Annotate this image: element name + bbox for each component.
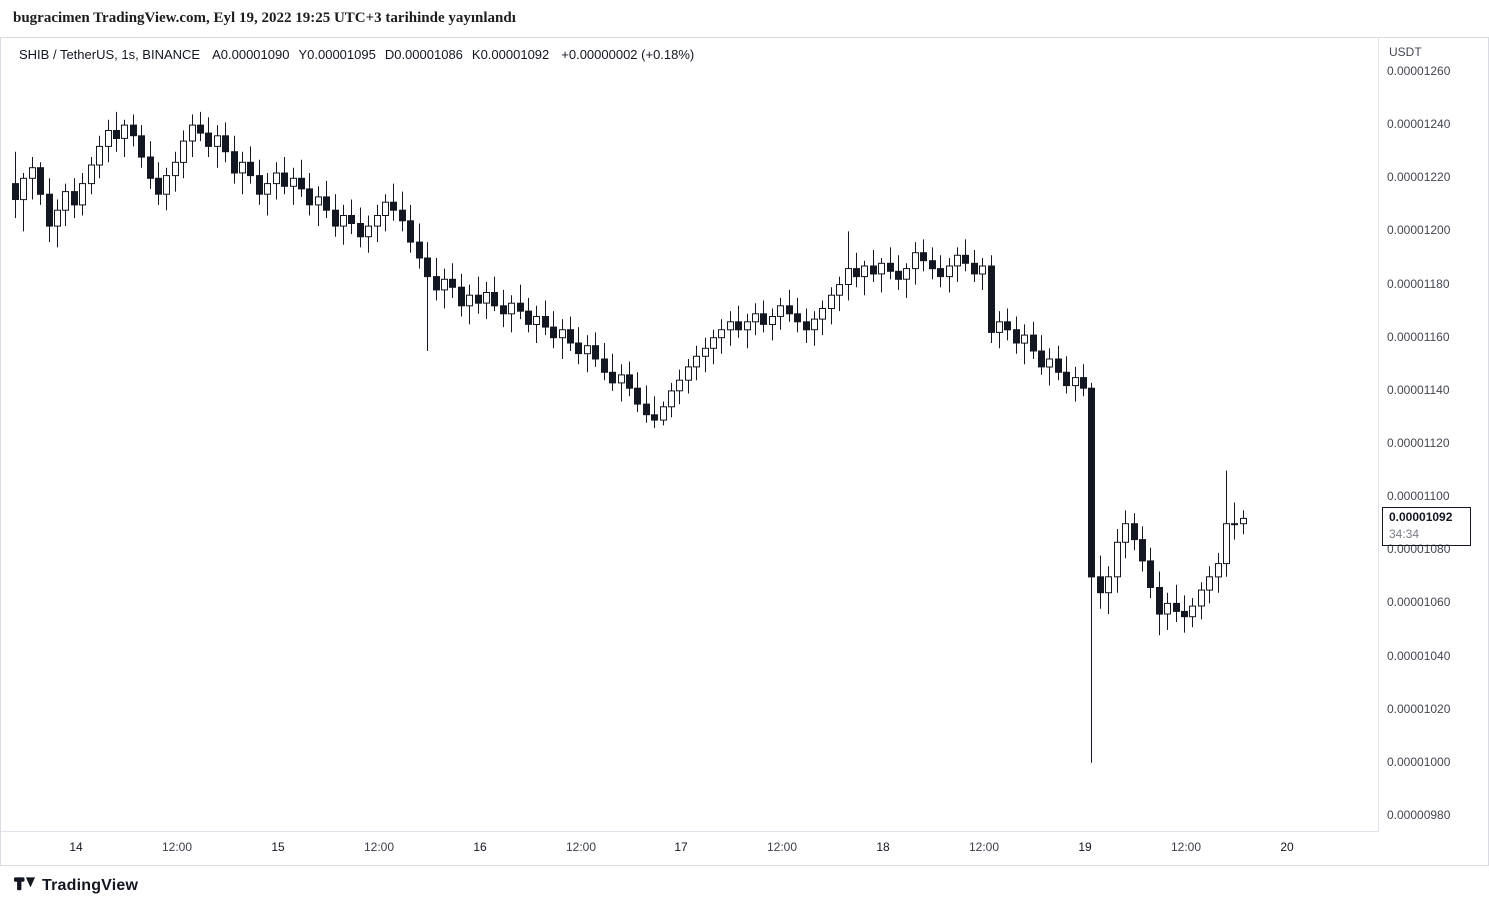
- legend-field: Y0.00001095: [298, 47, 376, 62]
- time-tick-label: 12:00: [565, 840, 597, 854]
- time-tick-label: 12:00: [968, 840, 1000, 854]
- price-tick-label: 0.00001160: [1387, 329, 1450, 344]
- time-tick-label: 12:00: [1170, 840, 1202, 854]
- price-tick-label: 0.00001000: [1387, 754, 1451, 769]
- price-tick-label: 0.00001240: [1387, 117, 1451, 132]
- candlestick-chart[interactable]: [1, 38, 1489, 867]
- last-price-value: 0.00001092: [1389, 510, 1453, 524]
- time-tick-label: 12:00: [363, 840, 395, 854]
- footer-brand[interactable]: TradingView: [42, 877, 139, 894]
- symbol-title[interactable]: SHIB / TetherUS, 1s, BINANCE: [19, 47, 201, 62]
- time-tick-label: 12:00: [161, 840, 193, 854]
- time-axis[interactable]: 14 12:00 15 12:00 16 12:00 17 12:00 18 12:00 19 12:…: [1, 832, 1379, 867]
- time-tick-label: 18: [876, 840, 890, 854]
- time-tick-label: 19: [1078, 840, 1092, 854]
- price-tick-label: 0.00001140: [1387, 382, 1450, 397]
- price-tick-label: 0.00001200: [1387, 223, 1451, 238]
- time-tick-label: 15: [271, 840, 285, 854]
- price-tick-label: 0.00001120: [1387, 435, 1450, 450]
- price-tick-label: 0.00001040: [1387, 648, 1451, 663]
- chart-card: SHIB / TetherUS, 1s, BINANCE A0.00001090…: [0, 37, 1489, 866]
- price-tick-label: 0.00001180: [1387, 276, 1450, 291]
- price-tick-label: 0.00001220: [1387, 170, 1451, 185]
- time-tick-label: 20: [1280, 840, 1294, 854]
- price-tick-label: 0.00001260: [1387, 64, 1451, 78]
- price-tick-label: 0.00000980: [1387, 807, 1451, 822]
- legend-ohlc: A0.00001090 Y0.00001095 D0.00001086 K0.0000…: [212, 47, 549, 62]
- price-tick-label: 0.00001100: [1387, 489, 1450, 504]
- publish-header: bugracimen TradingView.com, Eyl 19, 2022…: [0, 0, 1489, 37]
- currency-label: USDT: [1389, 45, 1422, 59]
- published-line: bugracimen TradingView.com, Eyl 19, 2022…: [13, 10, 516, 26]
- time-tick-label: 14: [69, 840, 83, 854]
- time-tick-label: 17: [674, 840, 688, 854]
- legend-change: +0.00000002 (+0.18%): [561, 47, 695, 62]
- time-tick-label: 12:00: [766, 840, 798, 854]
- chart-legend: SHIB / TetherUS, 1s, BINANCE A0.00001090…: [19, 47, 694, 62]
- bar-countdown: 34:34: [1389, 527, 1420, 541]
- legend-field: K0.00001092: [471, 47, 550, 62]
- legend-field: D0.00001086: [384, 47, 463, 62]
- price-tick-label: 0.00001060: [1387, 595, 1451, 610]
- price-axis[interactable]: 0.00001260 0.00001240 0.00001220 0.00001200…: [1379, 38, 1489, 832]
- price-tick-label: 0.00001020: [1387, 701, 1451, 716]
- legend-field: A0.00001090: [212, 47, 290, 62]
- tradingview-logo-icon[interactable]: [14, 877, 35, 895]
- footer: TradingView: [0, 866, 1489, 906]
- last-price-badge: 0.00001092 34:34: [1382, 507, 1471, 546]
- time-tick-label: 16: [473, 840, 487, 854]
